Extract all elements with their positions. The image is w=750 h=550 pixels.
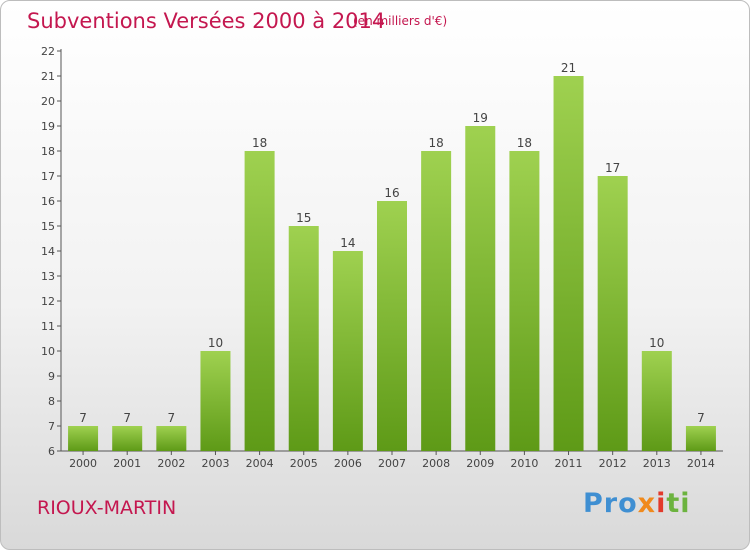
y-tick-label: 14 [41, 245, 55, 258]
bar-2009 [465, 126, 496, 451]
data-label-2003: 10 [208, 336, 223, 350]
unit-note: (en milliers d'€) [353, 14, 448, 28]
y-tick-label: 22 [41, 45, 55, 58]
data-label-2002: 7 [168, 411, 176, 425]
x-tick-label: 2004 [246, 457, 274, 470]
x-tick-label: 2012 [599, 457, 627, 470]
y-tick-label: 11 [41, 320, 55, 333]
x-tick-label: 2001 [113, 457, 141, 470]
data-label-2010: 18 [517, 136, 532, 150]
y-tick-label: 6 [48, 445, 55, 458]
x-tick-label: 2011 [555, 457, 583, 470]
chart-axes: 6 7 8 9 10 11 12 13 14 15 16 17 18 19 20 21 22 2000 2001 20… [41, 45, 723, 470]
data-label-2014: 7 [697, 411, 705, 425]
bar-2001 [112, 426, 143, 451]
bar-2013 [641, 351, 672, 451]
y-tick-label: 9 [48, 370, 55, 383]
data-label-2011: 21 [561, 61, 576, 75]
x-tick-label: 2009 [466, 457, 494, 470]
y-tick-label: 8 [48, 395, 55, 408]
x-tick-label: 2005 [290, 457, 318, 470]
x-tick-label: 2013 [643, 457, 671, 470]
y-tick-label: 21 [41, 70, 55, 83]
chart-bars [68, 76, 716, 451]
x-tick-label: 2003 [201, 457, 229, 470]
bar-2012 [597, 176, 628, 451]
x-tick-label: 2000 [69, 457, 97, 470]
y-tick-label: 20 [41, 95, 55, 108]
bar-2000 [68, 426, 99, 451]
bar-2003 [200, 351, 231, 451]
commune-name: RIOUX-MARTIN [37, 497, 177, 519]
y-tick-label: 19 [41, 120, 55, 133]
y-tick-label: 13 [41, 270, 55, 283]
y-tick-label: 16 [41, 195, 55, 208]
y-tick-label: 15 [41, 220, 55, 233]
x-tick-label: 2010 [510, 457, 538, 470]
bar-2004 [244, 151, 275, 451]
bar-2007 [377, 201, 407, 451]
data-label-2004: 18 [252, 136, 267, 150]
data-label-2006: 14 [340, 236, 355, 250]
y-tick-label: 7 [48, 420, 55, 433]
x-tick-label: 2002 [157, 457, 185, 470]
y-tick-label: 18 [41, 145, 55, 158]
chart-title: Subventions Versées 2000 à 2014 [27, 9, 386, 33]
data-label-2005: 15 [296, 211, 311, 225]
bar-2010 [509, 151, 540, 451]
x-tick-label: 2007 [378, 457, 406, 470]
data-label-2007: 16 [384, 186, 399, 200]
logo-part-3: i [656, 488, 667, 519]
data-label-2009: 19 [473, 111, 488, 125]
y-tick-label: 12 [41, 295, 55, 308]
data-label-2000: 7 [79, 411, 87, 425]
chart-data-labels: 7 7 7 10 18 15 14 16 18 19 18 21 17 10 7 [79, 61, 705, 425]
logo-part-2: x [637, 488, 657, 519]
bar-2011 [553, 76, 584, 451]
bar-2002 [156, 426, 187, 451]
bar-2008 [421, 151, 452, 451]
x-tick-label: 2014 [687, 457, 715, 470]
x-tick-label: 2008 [422, 457, 450, 470]
bar-2014 [685, 426, 716, 451]
y-tick-label: 10 [41, 345, 55, 358]
logo-part-4: ti [666, 488, 691, 519]
data-label-2008: 18 [428, 136, 443, 150]
bar-2005 [288, 226, 319, 451]
x-tick-label: 2006 [334, 457, 362, 470]
data-label-2012: 17 [605, 161, 620, 175]
y-tick-label: 17 [41, 170, 55, 183]
data-label-2013: 10 [649, 336, 664, 350]
data-label-2001: 7 [123, 411, 131, 425]
proxiti-logo: Proxiti [583, 488, 691, 519]
bar-2006 [332, 251, 363, 451]
logo-part-1: Pro [583, 488, 638, 519]
